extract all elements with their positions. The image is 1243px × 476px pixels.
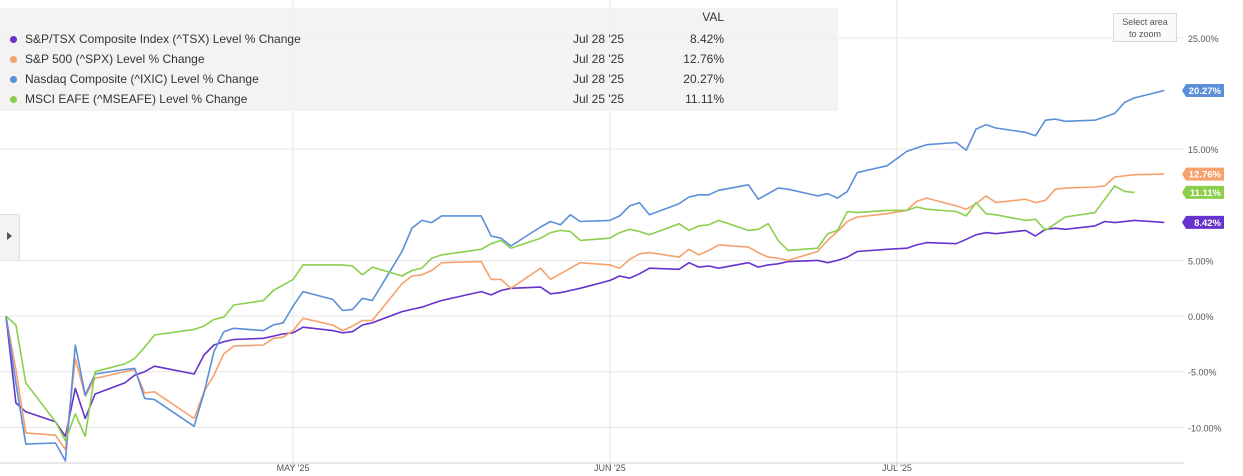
legend-series-value: 8.42%: [689, 32, 724, 46]
end-label-text: 20.27%: [1189, 86, 1222, 97]
zoom-button-line-1: Select area: [1122, 17, 1168, 27]
expand-panel-button[interactable]: [0, 214, 20, 261]
chart-grid: [0, 0, 1184, 463]
series-line-3[interactable]: [5, 185, 1135, 442]
series-line-2[interactable]: [5, 89, 1165, 462]
x-tick-label: JUN '25: [594, 463, 626, 473]
legend-series-name: Nasdaq Composite (^IXIC) Level % Change: [25, 72, 259, 86]
legend-row[interactable]: S&P 500 (^SPX) Level % Change Jul 28 '25 1…: [0, 49, 838, 69]
chevron-right-icon: [7, 232, 12, 240]
x-tick-label: MAY '25: [277, 463, 310, 473]
legend-series-name: S&P 500 (^SPX) Level % Change: [25, 52, 205, 66]
end-label-2: 20.27%: [1182, 83, 1224, 97]
end-label-text: 11.11%: [1190, 188, 1222, 199]
y-tick-label: -10.00%: [1188, 423, 1222, 433]
legend-row[interactable]: S&P/TSX Composite Index (^TSX) Level % C…: [0, 29, 838, 49]
end-label-tag: [1182, 167, 1224, 181]
end-label-text: 12.76%: [1189, 170, 1222, 181]
legend: VAL S&P/TSX Composite Index (^TSX) Level…: [0, 8, 838, 111]
legend-series-name: MSCI EAFE (^MSEAFE) Level % Change: [25, 92, 248, 106]
legend-header: VAL: [702, 10, 724, 24]
legend-dot-icon: [10, 36, 17, 43]
legend-row[interactable]: Nasdaq Composite (^IXIC) Level % Change J…: [0, 69, 838, 89]
y-tick-label: 25.00%: [1188, 34, 1219, 44]
end-label-tag: [1182, 83, 1224, 97]
end-label-text: 8.42%: [1194, 218, 1221, 229]
y-tick-label: 5.00%: [1188, 256, 1214, 266]
select-area-to-zoom-button[interactable]: Select area to zoom: [1113, 13, 1177, 42]
y-tick-label: 15.00%: [1188, 145, 1219, 155]
y-tick-label: 0.00%: [1188, 312, 1214, 322]
chart-series: [5, 89, 1165, 462]
zoom-button-line-2: to zoom: [1128, 29, 1161, 39]
series-line-1[interactable]: [5, 173, 1165, 451]
end-label-tag: [1182, 215, 1224, 229]
legend-dot-icon: [10, 96, 17, 103]
end-label-tag: [1182, 185, 1224, 199]
y-axis: 25.00% 15.00% 5.00% 0.00% -5.00% -10.00%: [1188, 34, 1222, 434]
x-axis: MAY '25 JUN '25 JUL '25: [0, 462, 1184, 473]
legend-series-value: 11.11%: [685, 92, 724, 106]
legend-dot-icon: [10, 56, 17, 63]
legend-series-date: Jul 25 '25: [573, 92, 624, 106]
end-label-1: 12.76%: [1182, 167, 1224, 181]
legend-series-date: Jul 28 '25: [573, 72, 624, 86]
legend-series-date: Jul 28 '25: [573, 32, 624, 46]
x-tick-label: JUL '25: [882, 463, 912, 473]
legend-series-name: S&P/TSX Composite Index (^TSX) Level % C…: [25, 32, 301, 46]
legend-dot-icon: [10, 76, 17, 83]
end-label-3: 11.11%: [1182, 185, 1224, 199]
end-labels: 8.42% 12.76% 20.27% 11.11%: [1182, 83, 1224, 229]
legend-series-value: 12.76%: [683, 52, 724, 66]
end-label-0: 8.42%: [1182, 215, 1224, 229]
series-line-0[interactable]: [5, 219, 1165, 438]
legend-series-date: Jul 28 '25: [573, 52, 624, 66]
y-tick-label: -5.00%: [1188, 368, 1217, 378]
legend-series-value: 20.27%: [683, 72, 724, 86]
legend-row[interactable]: MSCI EAFE (^MSEAFE) Level % Change Jul 25…: [0, 89, 838, 109]
